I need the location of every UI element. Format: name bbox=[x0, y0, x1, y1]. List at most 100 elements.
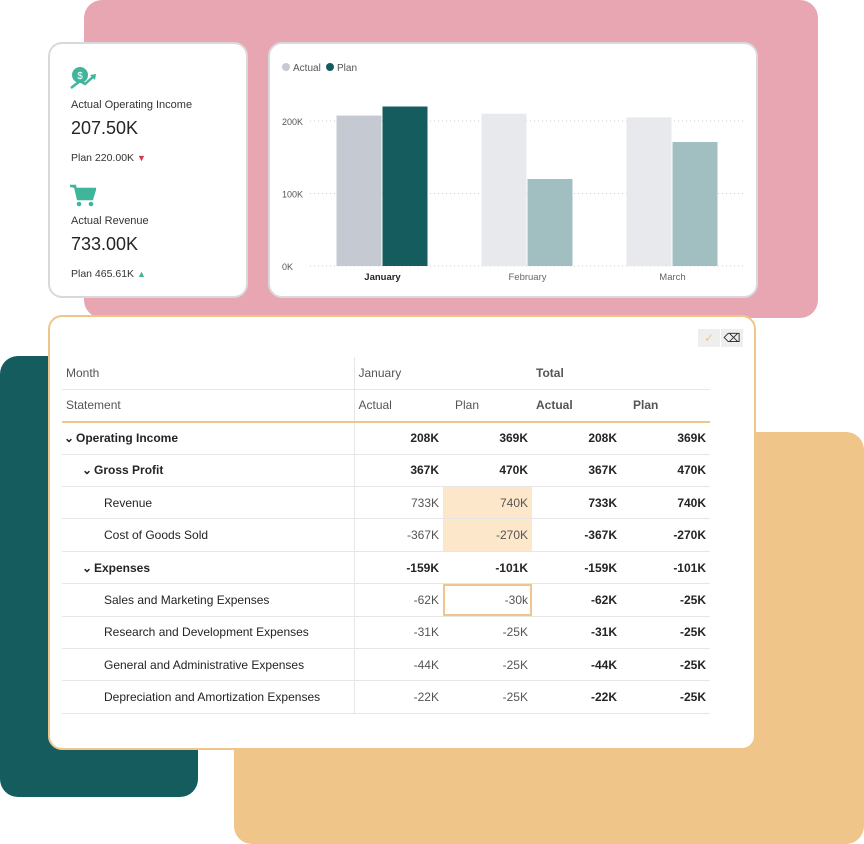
row-label: Depreciation and Amortization Expenses bbox=[62, 680, 355, 714]
kpi-value: 733.00K bbox=[71, 234, 139, 254]
kpi-plan-text: Plan 465.61K bbox=[71, 268, 135, 280]
value-cell: -22K bbox=[532, 680, 621, 714]
y-tick-label: 100K bbox=[282, 190, 303, 200]
column-header[interactable]: Actual bbox=[532, 389, 621, 423]
x-tick-label: February bbox=[508, 272, 546, 283]
trend-up-icon: ▲ bbox=[136, 269, 146, 279]
table-row[interactable]: Cost of Goods Sold -367K -270K -367K -270K bbox=[62, 518, 710, 552]
value-cell[interactable]: -30k bbox=[443, 583, 532, 617]
y-tick-label: 200K bbox=[282, 117, 303, 127]
bar-plan[interactable] bbox=[382, 106, 428, 267]
value-cell: 740K bbox=[621, 486, 710, 520]
row-label-text: Research and Development Expenses bbox=[104, 625, 309, 640]
value-cell[interactable]: 740K bbox=[443, 486, 532, 520]
bar-chart: Actual Plan 0K 100K 200K January February March bbox=[282, 63, 745, 283]
value-cell[interactable]: -25K bbox=[443, 616, 532, 650]
value-cell: 733K bbox=[354, 486, 443, 520]
value-cell: -270K bbox=[621, 518, 710, 552]
value-cell: -22K bbox=[354, 680, 443, 714]
bar-plan[interactable] bbox=[672, 142, 718, 266]
table-row[interactable]: General and Administrative Expenses -44K -… bbox=[62, 648, 710, 682]
y-tick-label: 0K bbox=[282, 262, 293, 272]
legend-marker bbox=[282, 63, 290, 71]
row-label-text: Gross Profit bbox=[94, 463, 164, 478]
month-header: Month bbox=[62, 357, 355, 390]
value-cell: 208K bbox=[354, 421, 443, 455]
row-label-text: Cost of Goods Sold bbox=[104, 528, 209, 543]
table-row[interactable]: Sales and Marketing Expenses -62K -30k -62K… bbox=[62, 583, 710, 617]
value-cell[interactable]: -270K bbox=[443, 518, 532, 552]
value-cell: 369K bbox=[621, 421, 710, 455]
row-label-text: Revenue bbox=[104, 495, 153, 510]
value-cell: 367K bbox=[532, 454, 621, 488]
row-label-text: Expenses bbox=[94, 560, 151, 575]
table-row[interactable]: ⌄ Gross Profit 367K 470K 367K 470K bbox=[62, 454, 710, 488]
table-row[interactable]: ⌄ Operating Income 208K 369K 208K 369K bbox=[62, 421, 710, 455]
month-value: January bbox=[354, 357, 532, 390]
value-cell[interactable]: 369K bbox=[443, 421, 532, 455]
table-row[interactable]: ⌄ Expenses -159K -101K -159K -101K bbox=[62, 551, 710, 585]
value-cell: -25K bbox=[621, 680, 710, 714]
legend-label: Actual bbox=[293, 63, 321, 74]
row-label: ⌄ Expenses bbox=[62, 551, 355, 585]
bar-plan[interactable] bbox=[527, 179, 573, 266]
value-cell: -159K bbox=[354, 551, 443, 585]
value-cell[interactable]: 470K bbox=[443, 454, 532, 488]
row-label: Revenue bbox=[62, 486, 355, 520]
header-row-columns: Statement Actual Plan Actual Plan bbox=[62, 389, 710, 423]
x-tick-label: January bbox=[364, 272, 401, 283]
header-row-month: Month January Total bbox=[62, 357, 710, 390]
chevron-down-icon[interactable]: ⌄ bbox=[82, 560, 93, 575]
chevron-down-icon[interactable]: ⌄ bbox=[64, 431, 75, 446]
chevron-down-icon[interactable]: ⌄ bbox=[82, 463, 93, 478]
kpi-plan: Plan 465.61K ▲ bbox=[71, 268, 146, 280]
table-row[interactable]: Depreciation and Amortization Expenses -2… bbox=[62, 680, 710, 714]
row-label: Cost of Goods Sold bbox=[62, 518, 355, 552]
value-cell: -159K bbox=[532, 551, 621, 585]
value-cell: -44K bbox=[354, 648, 443, 682]
bar-actual[interactable] bbox=[626, 117, 672, 266]
bar-actual[interactable] bbox=[336, 115, 382, 266]
value-cell: 208K bbox=[532, 421, 621, 455]
bar-chart-card: Actual Plan 0K 100K 200K January February March bbox=[268, 42, 758, 298]
column-header[interactable]: Actual bbox=[354, 389, 443, 423]
value-cell: -31K bbox=[532, 616, 621, 650]
row-label: Sales and Marketing Expenses bbox=[62, 583, 355, 617]
value-cell[interactable]: -25K bbox=[443, 648, 532, 682]
value-cell: -62K bbox=[354, 583, 443, 617]
row-label: ⌄ Operating Income bbox=[62, 421, 355, 455]
kpi-plan-text: Plan 220.00K bbox=[71, 152, 135, 164]
matrix-table: Month January Total Statement Actual Plan Actu… bbox=[62, 357, 710, 714]
value-cell[interactable]: -101K bbox=[443, 551, 532, 585]
row-label: General and Administrative Expenses bbox=[62, 648, 355, 682]
legend-marker bbox=[326, 63, 334, 71]
row-label: Research and Development Expenses bbox=[62, 616, 355, 650]
kpi-label: Actual Operating Income bbox=[71, 99, 193, 111]
checkmark-icon[interactable]: ✓ bbox=[698, 329, 720, 347]
value-cell: -44K bbox=[532, 648, 621, 682]
value-cell: -367K bbox=[354, 518, 443, 552]
table-row[interactable]: Research and Development Expenses -31K -25… bbox=[62, 616, 710, 650]
row-label-text: Depreciation and Amortization Expenses bbox=[104, 690, 321, 705]
table-row[interactable]: Revenue 733K 740K 733K 740K bbox=[62, 486, 710, 520]
kpi-plan: Plan 220.00K ▼ bbox=[71, 152, 146, 164]
value-cell: -25K bbox=[621, 583, 710, 617]
x-tick-label: March bbox=[659, 272, 685, 283]
trend-down-icon: ▼ bbox=[136, 153, 146, 163]
value-cell: 470K bbox=[621, 454, 710, 488]
value-cell: -62K bbox=[532, 583, 621, 617]
svg-text:$: $ bbox=[77, 71, 83, 82]
kpi-label: Actual Revenue bbox=[71, 215, 149, 227]
value-cell: -31K bbox=[354, 616, 443, 650]
value-cell: -101K bbox=[621, 551, 710, 585]
column-header[interactable]: Plan bbox=[443, 389, 532, 423]
column-header[interactable]: Plan bbox=[621, 389, 710, 423]
legend-label: Plan bbox=[337, 63, 357, 74]
value-cell: -25K bbox=[621, 616, 710, 650]
eraser-icon[interactable]: ⌫ bbox=[721, 329, 743, 347]
money-growth-icon: $ bbox=[70, 67, 96, 89]
value-cell[interactable]: -25K bbox=[443, 680, 532, 714]
statement-header: Statement bbox=[62, 389, 355, 423]
bar-actual[interactable] bbox=[481, 113, 527, 266]
row-label: ⌄ Gross Profit bbox=[62, 454, 355, 488]
